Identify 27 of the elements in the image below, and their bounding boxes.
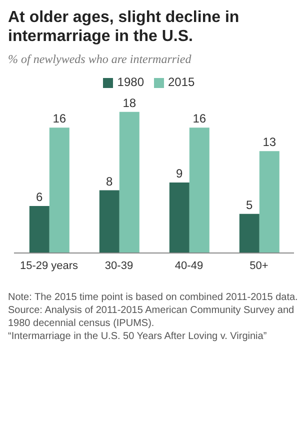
x-tick-label: 15-29 years <box>20 260 79 272</box>
bar <box>239 214 260 253</box>
text: Note: The 2015 time point is based on combined 2011-2015 data. <box>8 291 299 304</box>
data-label: 16 <box>192 112 206 126</box>
x-tick-label: 30-39 <box>104 260 134 272</box>
text: “Intermarriage in the U.S. 50 Years After Loving v. Virginia” <box>8 330 268 343</box>
data-label: 8 <box>106 174 114 188</box>
x-tick-label: 40-49 <box>174 260 204 272</box>
data-label: 9 <box>176 166 184 180</box>
source-note: Source: Analysis of 2011-2015 American Community Survey and 1980 decennial census (IPUMS). <box>8 304 296 330</box>
data-label: 13 <box>262 135 276 150</box>
legend-label: 2015 <box>168 75 195 89</box>
bar <box>29 206 50 253</box>
bar <box>49 128 70 253</box>
bar <box>259 151 280 253</box>
data-label: 5 <box>246 198 254 212</box>
data-label: 16 <box>52 112 66 126</box>
bar <box>119 112 140 253</box>
data-label: 6 <box>36 190 44 204</box>
bar <box>189 128 210 253</box>
x-tick-label: 50+ <box>250 260 268 272</box>
chart-subtitle: % of newlyweds who are intermarried <box>8 52 192 67</box>
bar <box>169 182 190 253</box>
chart-title: At older ages, slight decline in intermarriage in the U.S. <box>8 8 240 46</box>
data-label: 18 <box>122 96 136 110</box>
legend-label: 1980 <box>117 75 144 89</box>
bar <box>99 190 120 253</box>
